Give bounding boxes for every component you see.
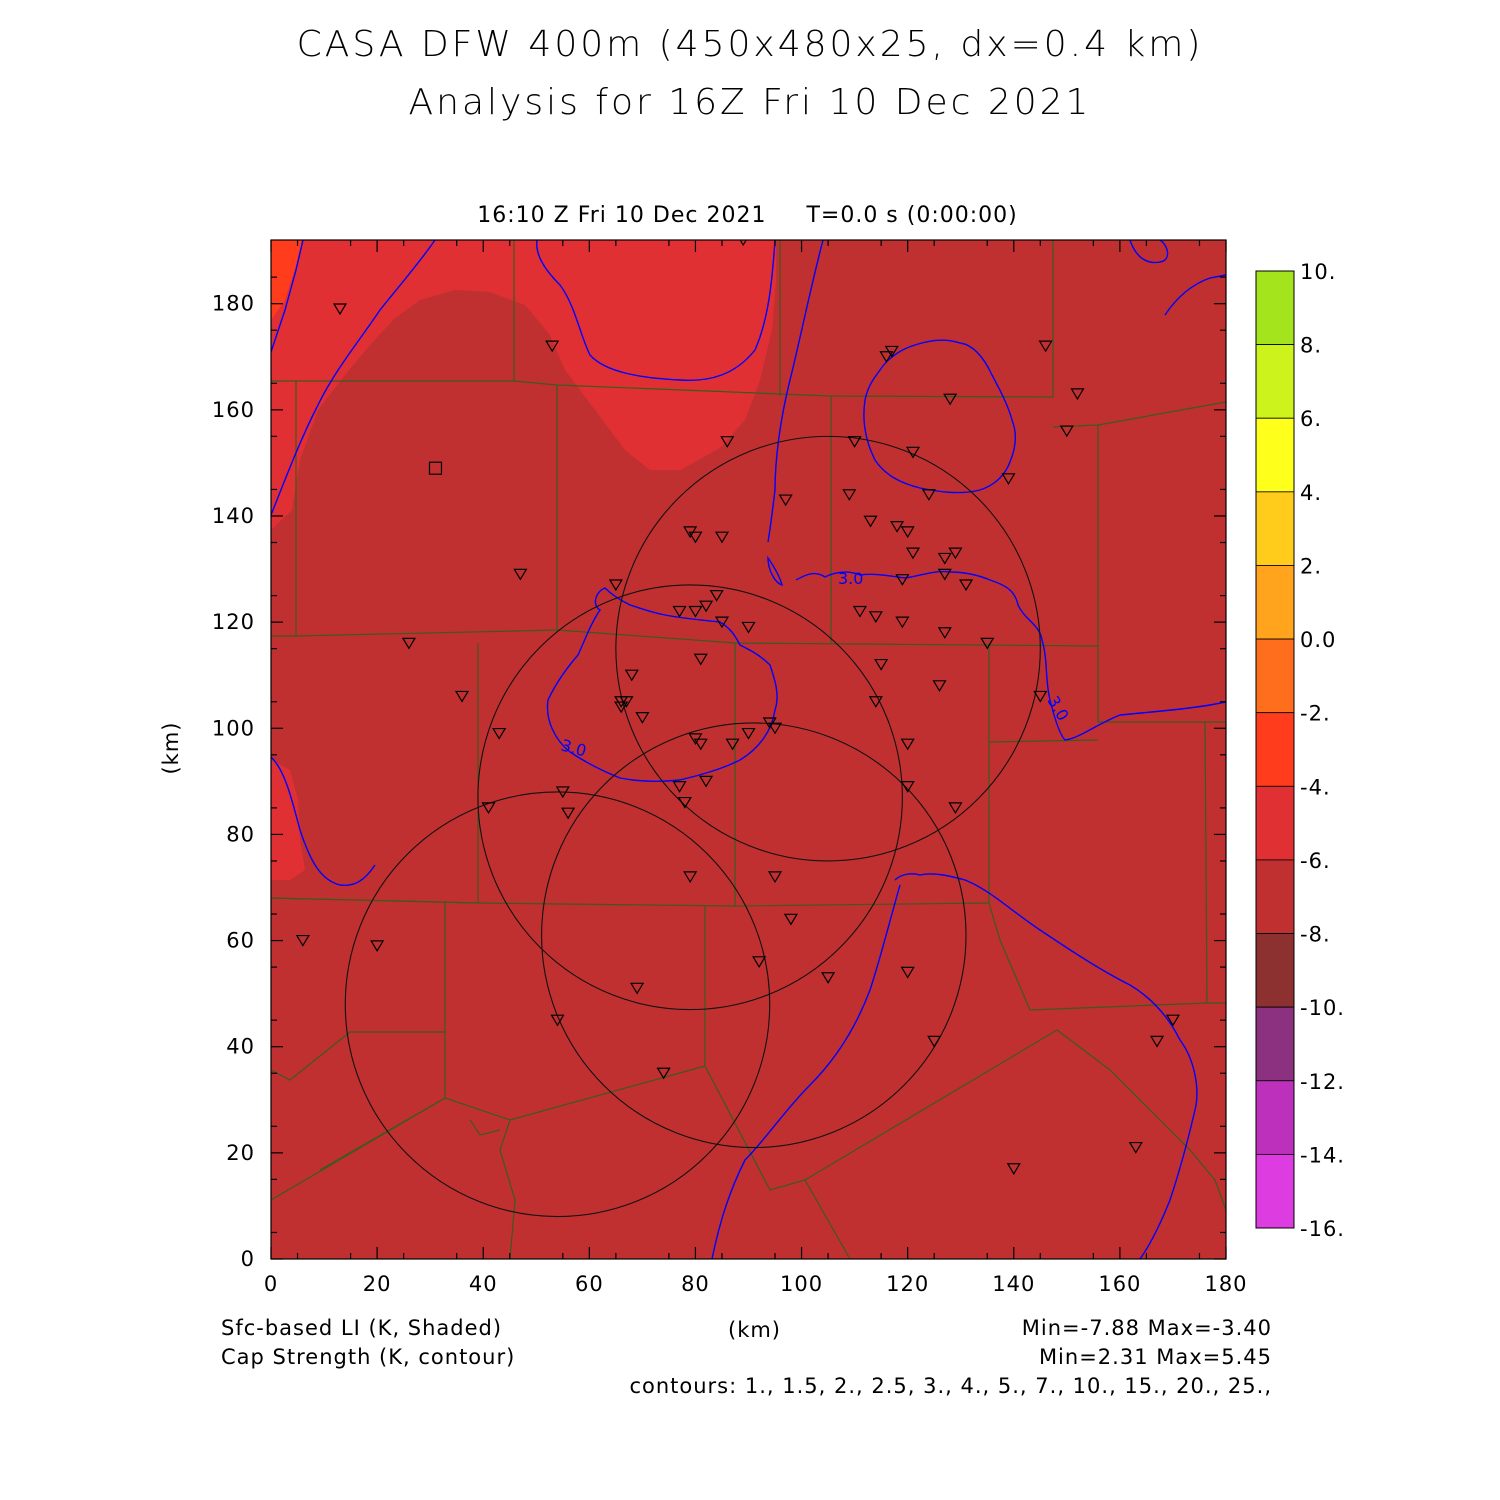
x-tick-label: 160 [1098,1272,1141,1296]
li-shading-warm-region [271,240,776,530]
x-tick-label: 60 [575,1272,604,1296]
y-tick-label: 60 [226,929,255,953]
plot-frame [270,239,1227,1260]
colorbar-label: 4. [1300,481,1322,505]
site-marker [428,461,443,475]
colorbar-segment [1255,565,1295,640]
li-shading-hot-corner [271,240,302,320]
x-tick-label: 20 [363,1272,392,1296]
contour-range: Min=2.31 Max=5.45 [1038,1345,1272,1369]
county-lines [271,240,1226,1259]
colorbar-label: -16. [1300,1217,1345,1241]
x-tick-label: 120 [886,1272,929,1296]
colorbar-label: -6. [1300,849,1331,873]
y-tick-label: 180 [212,292,255,316]
plot-area: 3.0 3.0 3.0 [271,240,1226,1259]
x-tick-label: 180 [1204,1272,1247,1296]
y-tick-label: 80 [226,822,255,846]
map-analysis-time: Analysis for 16Z Fri 10 Dec 2021 [408,82,1092,123]
y-tick-label: 120 [212,610,255,634]
x-tick-label: 0 [264,1272,278,1296]
colorbar-label: -2. [1300,702,1331,726]
x-tick-label: 140 [992,1272,1035,1296]
colorbar-segment [1255,638,1295,714]
radar-ring [541,722,967,1149]
radar-ring [344,791,771,1218]
colorbar-segment [1255,785,1295,861]
colorbar-label: -14. [1300,1143,1345,1167]
colorbar-label: 2. [1300,554,1322,578]
colorbar-segment [1255,712,1295,787]
colorbar-label: 6. [1300,407,1322,431]
x-tick-label: 40 [469,1272,498,1296]
contour-label: 3.0 [838,569,863,588]
x-tick-label: 80 [681,1272,710,1296]
y-tick-label: 20 [226,1141,255,1165]
colorbar-segment [1255,491,1295,566]
shaded-range: Min=-7.88 Max=-3.40 [1021,1316,1272,1340]
colorbar-segment [1255,933,1295,1008]
y-tick-label: 0 [241,1247,255,1271]
elapsed-time: T=0.0 s (0:00:00) [806,203,1018,228]
y-tick-label: 100 [212,716,255,740]
colorbar-frame [1255,270,1295,1229]
colorbar-segment [1255,270,1295,346]
x-axis-label: (km) [728,1318,782,1342]
y-axis-label: (km) [159,721,183,774]
colorbar-segment [1255,344,1295,419]
contour-levels: contours: 1., 1.5, 2., 2.5, 3., 4., 5., … [629,1374,1272,1398]
map-title: CASA DFW 400m (450x480x25, dx=0.4 km) [296,24,1204,65]
colorbar-segment [1255,417,1295,493]
x-tick-label: 100 [780,1272,823,1296]
station-markers [296,240,1180,1175]
radar-ring [615,435,1041,862]
colorbar-label: 10. [1300,260,1336,284]
valid-time: 16:10 Z Fri 10 Dec 2021 [477,203,767,228]
y-tick-label: 40 [226,1035,255,1059]
colorbar-label: 0.0 [1300,628,1336,652]
y-tick-label: 160 [212,398,255,422]
colorbar-label: 8. [1300,334,1322,358]
axis-tick-labels: 0 20 40 60 80 100 120 140 160 180 0 20 40 60 80 100 120 1… [212,292,1247,1296]
cap-strength-contours [271,240,1226,1259]
li-shading-warm-left [271,760,305,880]
colorbar-label: -4. [1300,775,1331,799]
colorbar-segment [1255,1080,1295,1155]
radar-range-rings [344,435,1041,1218]
radar-ring [477,584,903,1011]
valid-time-line: 16:10 Z Fri 10 Dec 2021 T=0.0 s (0:00:00) [270,203,1225,228]
y-tick-label: 140 [212,504,255,528]
contour-field-label: Cap Strength (K, contour) [221,1345,516,1369]
colorbar-segment [1255,859,1295,934]
colorbar-label: -10. [1300,996,1345,1020]
colorbar-label: -12. [1300,1070,1345,1094]
colorbar-segment [1255,1006,1295,1082]
axis-ticks [270,240,1227,1260]
shaded-field-label: Sfc-based LI (K, Shaded) [221,1316,503,1340]
colorbar-label: -8. [1300,923,1331,947]
colorbar-segment [1255,1153,1295,1229]
colorbar: 10. 8. 6. 4. 2. 0.0 -2. -4. -6. -8. -10. -12. -14. -1… [1255,260,1345,1241]
